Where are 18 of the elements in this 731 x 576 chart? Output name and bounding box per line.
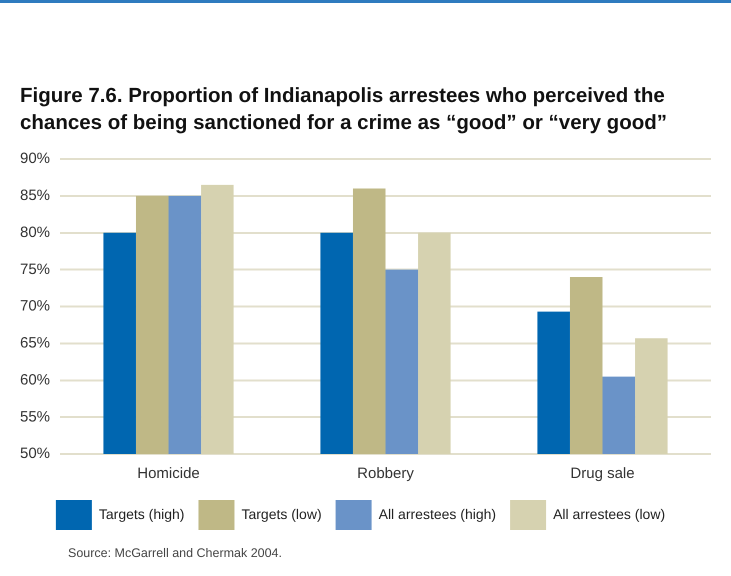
y-tick-label: 85%	[20, 187, 50, 204]
y-tick-label: 65%	[20, 334, 50, 352]
y-tick-label: 50%	[20, 445, 50, 462]
x-tick-label: Drug sale	[570, 465, 635, 482]
legend-label: Targets (low)	[241, 506, 322, 522]
legend-label: Targets (high)	[98, 506, 184, 522]
x-tick-label: Homicide	[137, 465, 200, 482]
y-tick-label: 70%	[20, 298, 50, 315]
x-tick-label: Robbery	[357, 465, 414, 482]
y-tick-label: 90%	[20, 150, 50, 168]
y-tick-label: 75%	[20, 260, 50, 278]
legend-label: All arrestees (high)	[378, 506, 496, 522]
legend-label: All arrestees (low)	[553, 506, 666, 522]
chart-title: Figure 7.6. Proportion of Indianapolis arrestees who perceived the chances of being sanctioned for a crime as “good” or “very good”	[20, 83, 668, 136]
y-tick-label: 55%	[20, 408, 50, 426]
y-tick-label: 80%	[20, 224, 50, 241]
source-note: Source: McGarrell and Chermak 2004.	[68, 546, 282, 560]
y-tick-label: 60%	[20, 371, 50, 388]
